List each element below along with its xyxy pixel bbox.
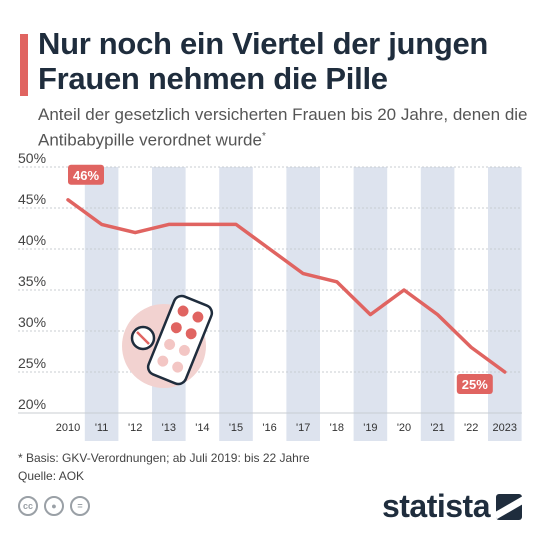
y-tick-label: 50% [18, 150, 46, 166]
line-chart: 50% 45% 40% 35% 30% 25% 20% 2010 '11 '12 '13 '14 '15… [18, 150, 522, 441]
x-tick-label: '12 [128, 422, 142, 434]
source-note: Quelle: AOK [18, 469, 85, 483]
year-band [84, 167, 119, 441]
year-band [219, 167, 253, 441]
x-tick-label: 2010 [56, 422, 80, 434]
brand-name: statista [381, 488, 491, 524]
x-tick-label: '22 [464, 422, 478, 434]
year-band [488, 167, 522, 441]
x-tick-label: '21 [430, 422, 444, 434]
single-pill-score [136, 331, 150, 345]
data-label: 25% [462, 377, 488, 392]
license-icons: cc ● = [18, 496, 90, 516]
x-tick-label: '16 [262, 422, 276, 434]
year-band [286, 167, 320, 441]
pill-pack-icon [146, 294, 214, 386]
x-tick-label: '14 [195, 422, 209, 434]
x-tick-label: '19 [363, 422, 377, 434]
x-tick-label: '20 [397, 422, 411, 434]
x-tick-label: '18 [330, 422, 344, 434]
x-tick-label: '15 [229, 422, 243, 434]
x-tick-label: 2023 [493, 422, 517, 434]
subtitle-text: Anteil der gesetzlich versicherten Fraue… [38, 105, 528, 150]
y-tick-label: 35% [18, 273, 46, 289]
subtitle-footnote-mark: * [261, 131, 266, 142]
statista-logo[interactable]: statista [382, 488, 522, 525]
data-label-bg [68, 164, 104, 185]
data-label: 46% [73, 168, 99, 183]
y-tick-label: 40% [18, 232, 46, 248]
footnote: * Basis: GKV-Verordnungen; ab Juli 2019:… [18, 451, 310, 465]
x-tick-label: '17 [296, 422, 310, 434]
data-label-bg [456, 374, 493, 394]
chart-subtitle: Anteil der gesetzlich versicherten Fraue… [38, 104, 528, 152]
person-icon[interactable]: ● [44, 496, 64, 516]
y-tick-label: 30% [18, 314, 46, 330]
title-accent-bar [20, 34, 28, 96]
statista-mark-icon [496, 493, 522, 520]
chart-title: Nur noch ein Viertel der jungen Frauen n… [38, 26, 489, 96]
y-tick-label: 45% [18, 191, 46, 207]
year-band [420, 167, 455, 441]
x-tick-label: '13 [162, 422, 176, 434]
equals-icon[interactable]: = [70, 496, 90, 516]
x-tick-label: '11 [95, 422, 109, 434]
y-tick-label: 20% [18, 396, 46, 412]
cc-icon[interactable]: cc [18, 496, 38, 516]
y-tick-label: 25% [18, 355, 46, 371]
series-line [66, 198, 507, 374]
